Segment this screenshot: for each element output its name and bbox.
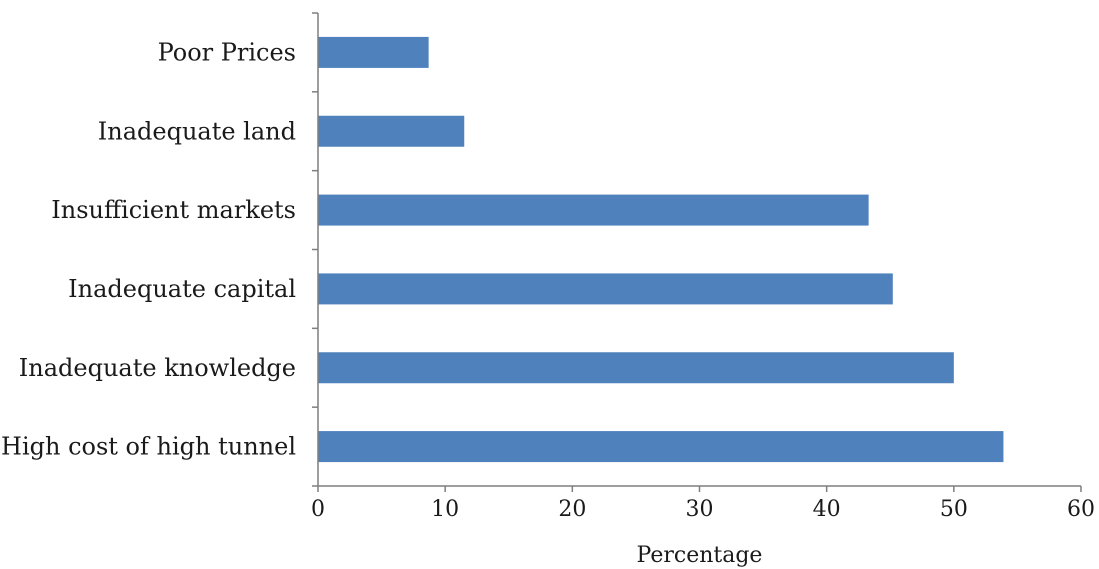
category-label: Insufficient markets <box>51 196 296 224</box>
category-label: High cost of high tunnel <box>1 433 296 461</box>
category-label: Inadequate capital <box>68 275 296 303</box>
x-axis-title: Percentage <box>637 543 763 568</box>
bar <box>318 36 429 68</box>
x-tick-label: 60 <box>1067 497 1095 522</box>
x-tick-label: 0 <box>311 497 325 522</box>
x-tick-label: 10 <box>431 497 459 522</box>
category-label: Inadequate knowledge <box>19 354 296 382</box>
bar <box>318 115 465 147</box>
bar <box>318 273 893 305</box>
labels-layer: High cost of high tunnel Inadequate knowl… <box>1 38 1095 522</box>
x-tick-label: 40 <box>813 497 841 522</box>
bars-layer <box>318 36 1004 463</box>
category-label: Poor Prices <box>158 38 296 66</box>
bar <box>318 431 1004 463</box>
x-tick-label: 50 <box>940 497 968 522</box>
bar <box>318 352 954 384</box>
category-label: Inadequate land <box>98 117 296 145</box>
x-tick-label: 30 <box>686 497 714 522</box>
axes-layer <box>312 12 1082 492</box>
bar <box>318 194 869 226</box>
x-tick-label: 20 <box>558 497 586 522</box>
